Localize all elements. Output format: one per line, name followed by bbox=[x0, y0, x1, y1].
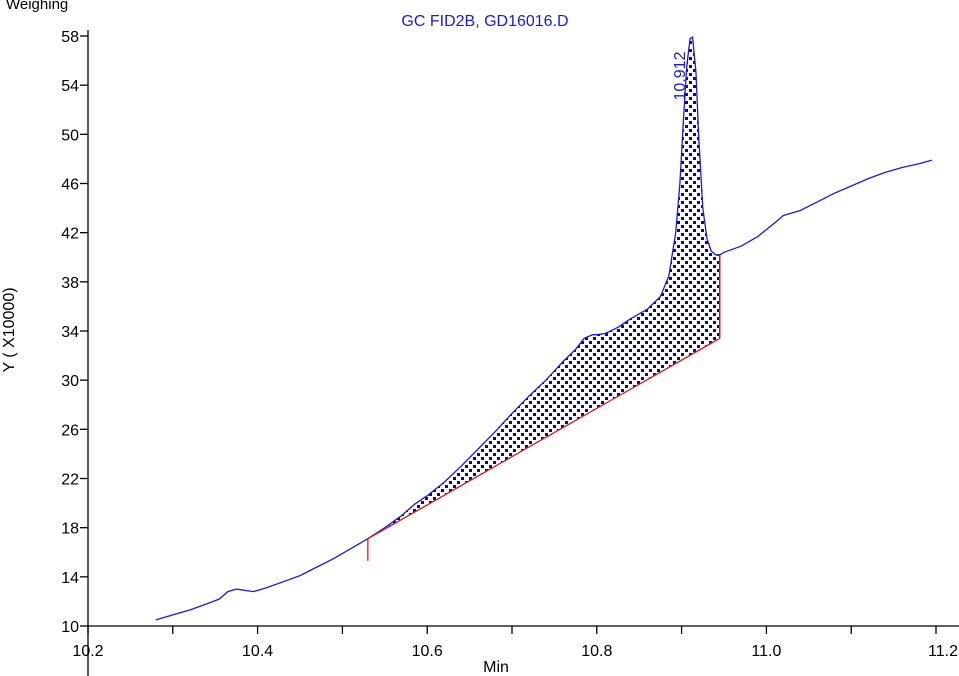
y-tick-label: 58 bbox=[61, 29, 79, 46]
integration-baseline bbox=[367, 337, 721, 540]
y-tick-label: 18 bbox=[61, 521, 79, 538]
y-tick-label: 46 bbox=[61, 177, 79, 194]
x-tick-label: 11.2 bbox=[928, 643, 958, 660]
y-tick-label: 34 bbox=[61, 324, 79, 341]
x-tick-label: 10.4 bbox=[242, 643, 273, 660]
y-tick-label: 26 bbox=[61, 422, 79, 439]
y-tick-label: 30 bbox=[61, 373, 79, 390]
y-tick-label: 50 bbox=[61, 127, 79, 144]
signal-trace bbox=[155, 36, 932, 621]
y-tick-label: 10 bbox=[61, 619, 79, 636]
plot-area bbox=[155, 36, 932, 621]
x-tick-label: 10.6 bbox=[412, 643, 443, 660]
y-tick-label: 22 bbox=[61, 472, 79, 489]
y-axis: 10 14 18 22 26 30 34 38 42 46 50 54 58 bbox=[61, 29, 89, 676]
y-tick-label: 38 bbox=[61, 275, 79, 292]
y-axis-label: Y ( X10000) bbox=[1, 287, 18, 372]
y-tick-label: 14 bbox=[61, 570, 79, 587]
chart-title: GC FID2B, GD16016.D bbox=[401, 13, 568, 30]
x-tick-label: 10.8 bbox=[581, 643, 612, 660]
corner-label: Weighing bbox=[6, 0, 68, 13]
x-axis-label: Min bbox=[483, 659, 509, 676]
x-tick-label: 11.0 bbox=[751, 643, 781, 660]
y-tick-label: 54 bbox=[61, 78, 79, 95]
peak-retention-label: 10.912 bbox=[672, 51, 689, 100]
x-axis: 10.2 10.4 10.6 10.8 11.0 11.2 bbox=[72, 625, 959, 660]
integrated-peak-area bbox=[367, 37, 720, 539]
y-tick-label: 42 bbox=[61, 226, 79, 243]
x-tick-label: 10.2 bbox=[72, 643, 103, 660]
